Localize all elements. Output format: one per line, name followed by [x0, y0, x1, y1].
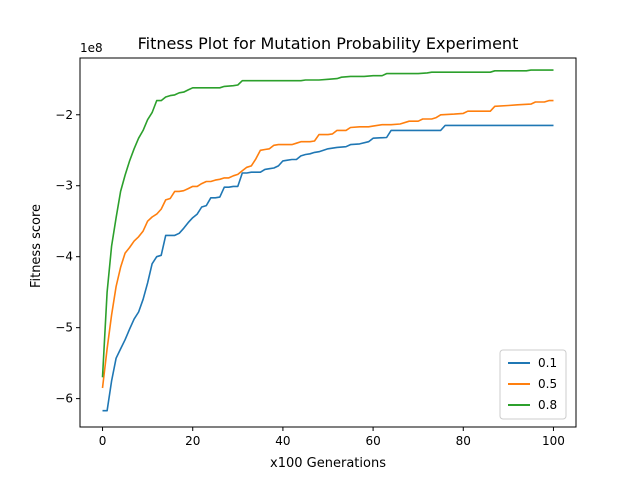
y-axis-label: Fitness score [29, 204, 44, 288]
x-tick-label: 20 [185, 434, 200, 448]
y-axis-ticks: −6 −5 −4 −3 −2 [55, 108, 80, 406]
legend-item-0-8: 0.8 [508, 398, 557, 412]
x-axis-ticks: 0 20 40 60 80 100 [99, 427, 565, 448]
legend-item-0-1: 0.1 [508, 356, 557, 370]
legend-box [499, 349, 567, 420]
legend-label: 0.1 [538, 356, 557, 370]
legend-item-0-5: 0.5 [508, 377, 557, 391]
x-tick-label: 60 [365, 434, 380, 448]
x-tick-label: 80 [456, 434, 471, 448]
series-group [101, 69, 554, 412]
chart-title: Fitness Plot for Mutation Probability Ex… [138, 34, 519, 53]
y-tick-label: −2 [55, 108, 73, 122]
legend-label: 0.5 [538, 377, 557, 391]
series-line-0-8 [101, 69, 554, 378]
y-tick-label: −4 [55, 250, 73, 264]
y-tick-label: −5 [55, 321, 73, 335]
y-tick-label: −6 [55, 392, 73, 406]
y-axis-offset-label: 1e8 [80, 41, 103, 55]
x-tick-label: 100 [542, 434, 565, 448]
series-line-0-1 [102, 124, 554, 412]
plot-frame [79, 57, 577, 428]
legend: 0.1 0.5 0.8 [499, 349, 567, 420]
legend-label: 0.8 [538, 398, 557, 412]
x-axis-label: x100 Generations [270, 456, 386, 471]
y-tick-label: −3 [55, 179, 73, 193]
x-tick-label: 0 [99, 434, 107, 448]
series-line-0-5 [101, 99, 554, 389]
x-tick-label: 40 [275, 434, 290, 448]
